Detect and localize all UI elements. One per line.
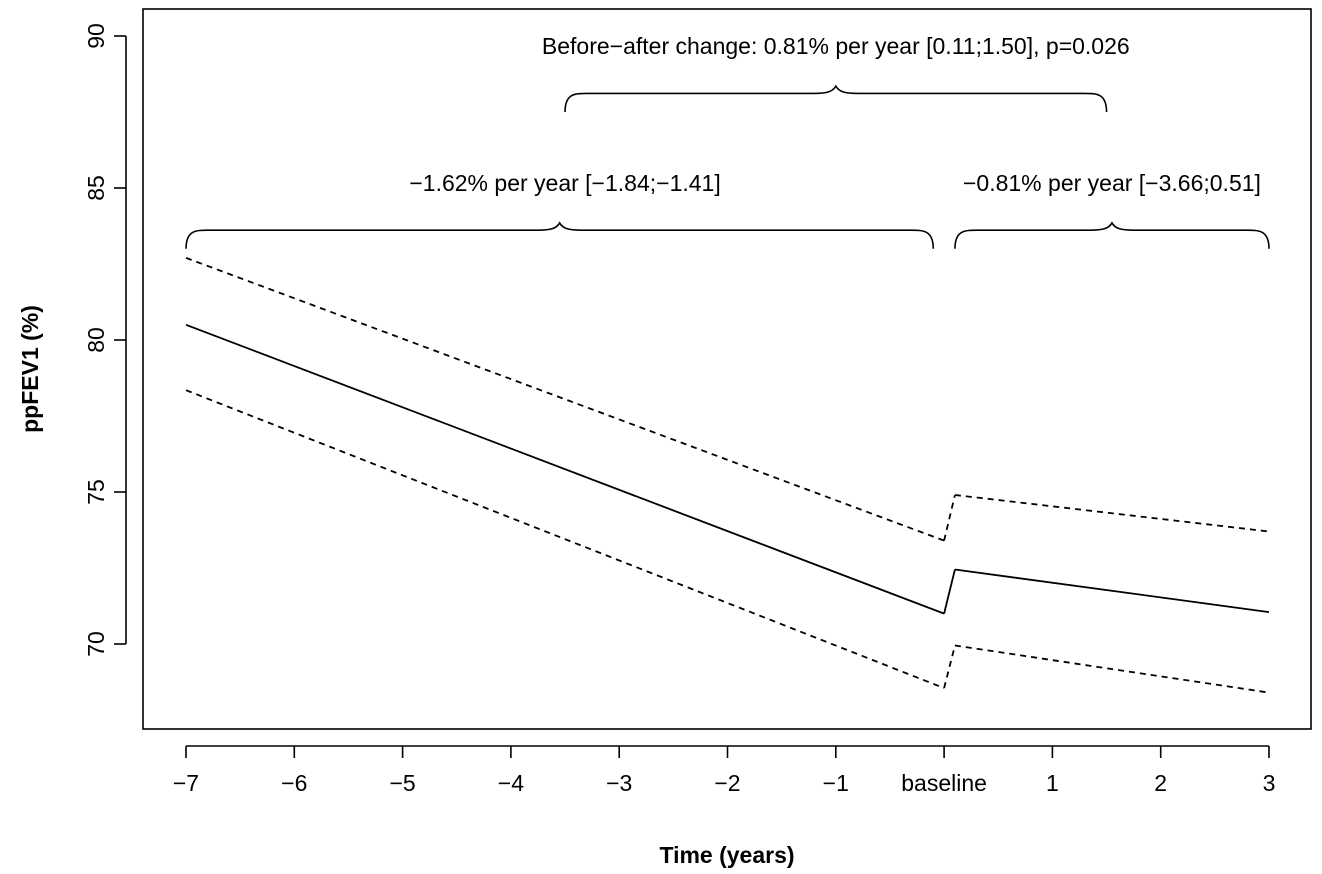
x-tick-label: −1 [823, 770, 849, 796]
y-axis: 70 75 80 85 90 [83, 23, 127, 657]
y-tick-label: 90 [83, 23, 109, 49]
series-2-jump [943, 645, 956, 689]
y-tick-label: 75 [83, 479, 109, 505]
x-tick-label: −4 [498, 770, 524, 796]
series-0-segment-1 [954, 568, 1270, 613]
x-tick-label: 2 [1154, 770, 1167, 796]
series-1-segment-1 [954, 494, 1270, 533]
brace-2 [954, 221, 1270, 249]
annotations: Before−after change: 0.81% per year [0.1… [409, 33, 1261, 196]
annotation-1: −1.62% per year [−1.84;−1.41] [409, 170, 720, 196]
y-tick-label: 85 [83, 175, 109, 201]
x-tick-label: baseline [901, 770, 987, 796]
x-tick-label: −3 [606, 770, 632, 796]
x-axis: −7 −6 −5 −4 −3 −2 −1 baseline 1 2 3 [173, 745, 1276, 796]
x-tick-label: −7 [173, 770, 199, 796]
x-tick-label: 3 [1263, 770, 1276, 796]
y-tick-label: 80 [83, 327, 109, 353]
x-tick-label: −6 [281, 770, 307, 796]
x-axis-title: Time (years) [659, 842, 794, 868]
series-0-segment-0 [185, 323, 945, 615]
x-tick-label: 1 [1046, 770, 1059, 796]
x-tick-label: −5 [389, 770, 415, 796]
series-lines [185, 257, 1270, 694]
plot-frame [142, 8, 1312, 730]
series-0-jump [943, 569, 956, 614]
brace-1 [185, 221, 935, 249]
series-2-segment-1 [954, 644, 1270, 694]
y-tick-label: 70 [83, 631, 109, 657]
y-axis-title: ppFEV1 (%) [17, 305, 43, 433]
x-tick-label: −2 [714, 770, 740, 796]
braces [185, 84, 1270, 249]
brace-0 [564, 84, 1108, 113]
series-1-segment-0 [185, 257, 945, 542]
series-1-jump [943, 494, 956, 541]
annotation-0: Before−after change: 0.81% per year [0.1… [542, 33, 1130, 59]
series-2-segment-0 [185, 389, 945, 689]
annotation-2: −0.81% per year [−3.66;0.51] [963, 170, 1261, 196]
